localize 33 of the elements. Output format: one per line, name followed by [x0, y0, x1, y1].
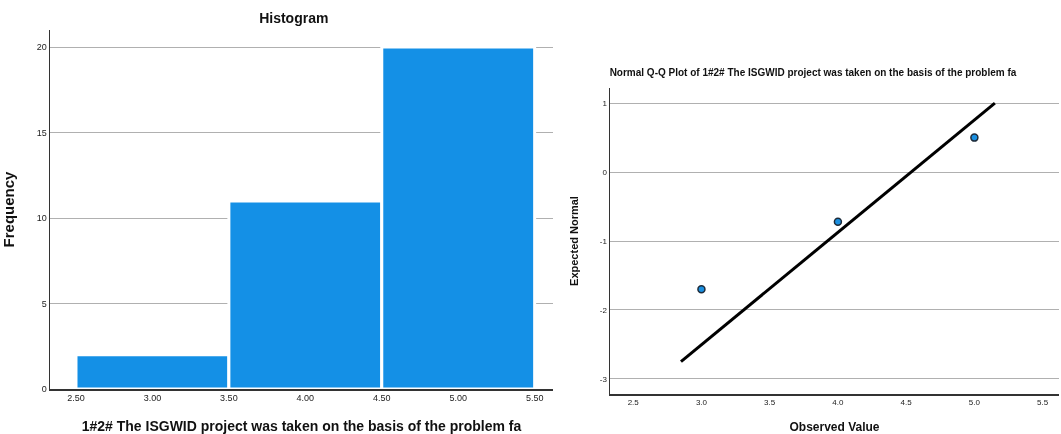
y-tick-label: 15	[36, 127, 47, 138]
y-tick-label: -1	[599, 236, 608, 246]
x-tick-label: 2.5	[627, 398, 640, 408]
point	[833, 217, 843, 226]
x-tick-label: 4.0	[832, 398, 845, 408]
y-tick-label: 5	[41, 298, 47, 309]
chart-title: Histogram	[259, 9, 329, 26]
y-tick-label: 0	[41, 384, 47, 395]
y-axis-title: Expected Normal	[567, 196, 580, 286]
x-tick-label: 4.5	[900, 398, 913, 408]
y-tick-label: -2	[599, 305, 608, 315]
x-tick-label: 3.0	[695, 398, 708, 408]
x-tick-label: 3.00	[143, 393, 162, 404]
x-axis-title: 1#2# The ISGWID project was taken on the basis of the problem fa	[81, 418, 522, 434]
x-tick-label: 5.50	[525, 393, 544, 404]
y-tick-label: 10	[36, 213, 47, 224]
point	[697, 284, 706, 294]
x-tick-label: 4.50	[373, 393, 391, 404]
y-axis-title: Frequency	[0, 170, 17, 248]
y-tick-label: -3	[599, 374, 608, 384]
point	[970, 133, 979, 142]
x-tick-label: 4.00	[296, 393, 315, 404]
x-axis-title: Observed Value	[789, 420, 880, 434]
x-tick-label: 5.00	[449, 393, 467, 404]
x-tick-label: 3.50	[220, 393, 238, 404]
x-tick-label: 5.5	[1037, 398, 1049, 408]
y-tick-label: 0	[602, 167, 608, 177]
y-tick-label: 20	[36, 42, 47, 53]
chart-title: Normal Q-Q Plot of 1#2# The ISGWID project was taken on the basis of the problem fa	[609, 67, 1017, 79]
x-tick-label: 5.0	[968, 398, 981, 408]
x-tick-label: 2.50	[67, 393, 85, 404]
y-tick-label: 1	[602, 98, 608, 108]
x-tick-label: 3.5	[764, 398, 776, 408]
